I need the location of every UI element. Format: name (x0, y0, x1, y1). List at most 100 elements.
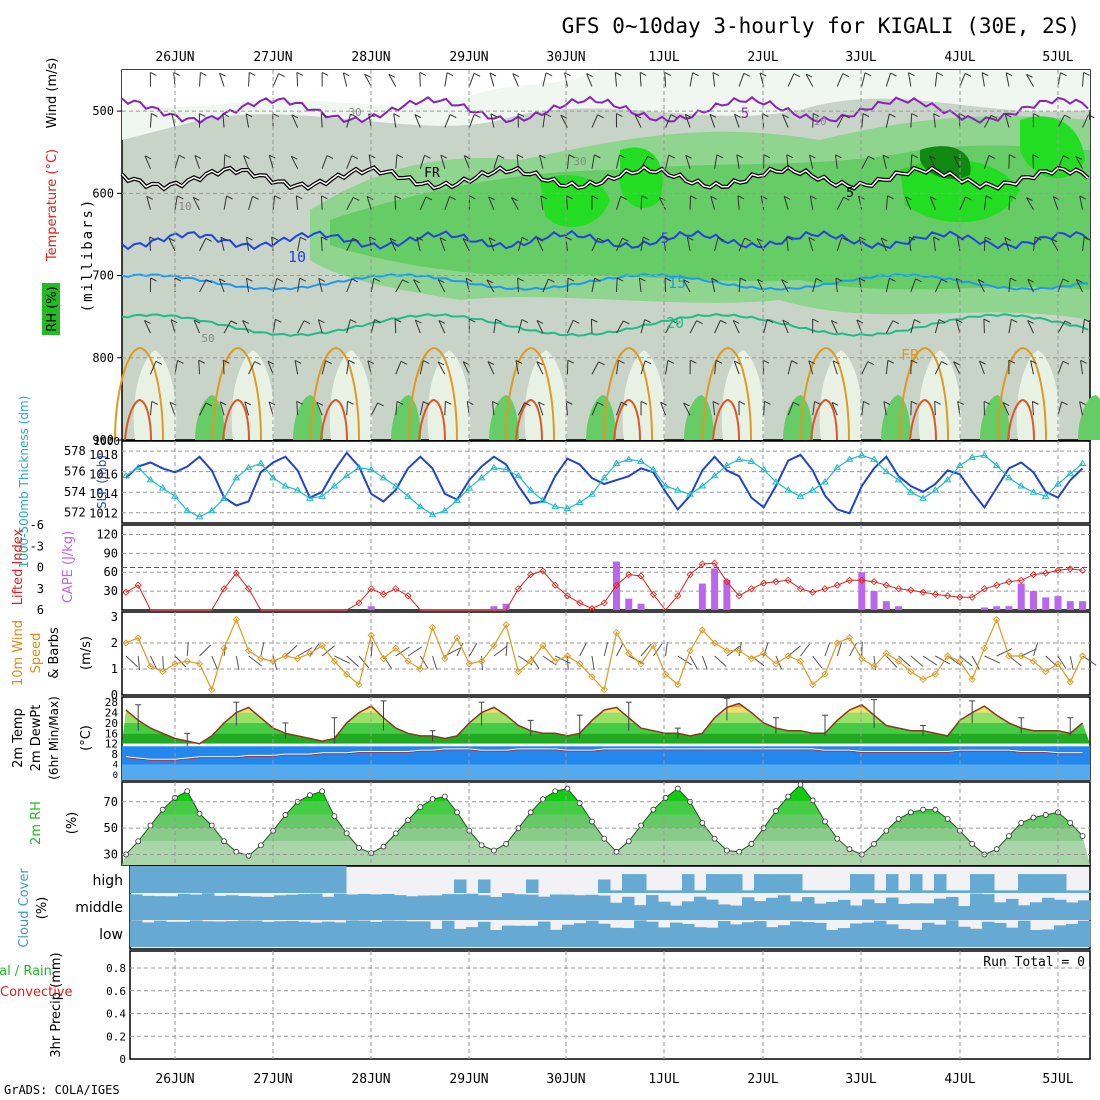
middle-cloud-bar (1042, 897, 1055, 920)
rh-marker (405, 817, 411, 824)
wind-barb (222, 113, 225, 128)
wind-barb (297, 320, 305, 334)
wind-barb (809, 154, 816, 159)
wind-barb (660, 402, 667, 416)
wind-barb (665, 320, 673, 334)
wind-barb (1061, 401, 1068, 406)
date-label-top: 26JUN (155, 50, 194, 65)
wind-barb (915, 278, 922, 283)
high-cloud-bar (1054, 874, 1067, 893)
middle-cloud-bar (1078, 900, 1091, 920)
rh-fill (133, 350, 177, 440)
contour-15 (121, 312, 1089, 337)
rh-marker (221, 838, 227, 845)
high-cloud-bar (214, 866, 227, 893)
wind10m-marker (588, 673, 596, 681)
wind-barb (178, 154, 186, 159)
wind-barb (640, 360, 646, 375)
contour-20 (800, 346, 850, 441)
wind-barb (146, 195, 153, 200)
wind-barb (1026, 197, 1034, 211)
rh-fill (195, 395, 225, 440)
wind-barb (861, 156, 869, 169)
wind-barb (488, 196, 495, 210)
wind-barb (299, 277, 307, 282)
wind-barb (144, 155, 151, 169)
wind-barb (150, 71, 157, 76)
low-cloud-bar (286, 920, 299, 947)
low-cloud-bar (1006, 927, 1019, 947)
wind-barb (957, 236, 964, 241)
wind-barb (683, 402, 690, 407)
wind10m-barb (297, 647, 313, 657)
wind10m-barb (1020, 648, 1037, 657)
wind-barb (395, 361, 402, 375)
low-cloud-bar (814, 922, 827, 947)
wind-barb (717, 236, 725, 241)
wind-barb (911, 359, 918, 364)
thickness-marker (894, 475, 903, 483)
wind-barb (205, 402, 213, 407)
wind10m-barb (493, 645, 508, 657)
rh-marker (417, 804, 424, 810)
li-marker (232, 569, 240, 577)
wind10m-marker (134, 634, 142, 642)
li-line (125, 562, 1083, 611)
thickness-marker (821, 477, 829, 485)
li-marker (833, 581, 841, 589)
wind10m-barb (701, 655, 708, 670)
li-tick: -3 (30, 539, 44, 553)
wind-barb (933, 113, 940, 118)
wind-barb (953, 361, 961, 375)
wind-barb (736, 154, 744, 159)
wind-barb (867, 361, 874, 366)
high-cloud-bar (250, 866, 263, 893)
wind-barb (416, 237, 421, 252)
wind10m-marker (539, 641, 547, 650)
rh-marker (159, 806, 166, 813)
wind-barb (638, 278, 642, 293)
wind-barb (572, 319, 580, 324)
low-cloud-bar (730, 924, 743, 947)
wind-barb (709, 114, 716, 128)
wind-barb (272, 113, 279, 118)
middle-cloud-bar (430, 895, 443, 920)
wind-barb (1075, 279, 1083, 293)
wind-barb (205, 279, 213, 284)
wind-barb (219, 73, 225, 87)
wind10m-marker (686, 647, 694, 655)
wind-barb (560, 114, 568, 119)
contour-25 (613, 398, 641, 441)
wind-barb (843, 114, 850, 119)
wind-barb (422, 401, 430, 406)
wind-barb (414, 114, 422, 119)
high-cloud-bar (766, 874, 779, 893)
middle-cloud-bar (718, 904, 731, 920)
wind-barb (370, 402, 379, 416)
wind-barb (591, 237, 599, 252)
wind-barb (364, 73, 371, 78)
wind-barb (955, 319, 963, 324)
wind-barb (300, 236, 307, 241)
thickness-marker (759, 465, 768, 473)
wind-barb (275, 318, 282, 323)
contour-25 (515, 398, 543, 441)
wind-barb (1075, 155, 1082, 160)
wind-barb (887, 195, 894, 200)
wind10m-marker (576, 660, 584, 668)
wind-barb (590, 319, 593, 334)
wind-barb (914, 319, 921, 324)
wind10m-marker (379, 654, 388, 663)
thickness-marker (1041, 492, 1050, 499)
middle-cloud-bar (634, 905, 647, 920)
wind-barb (689, 72, 694, 87)
wind10m-marker (919, 675, 927, 684)
high-cloud-bar (202, 866, 215, 893)
rh-marker (613, 848, 620, 855)
wind-barb (199, 113, 206, 118)
high-cloud-bar (166, 866, 179, 893)
wind-barb (1002, 402, 1010, 416)
li-marker (993, 581, 1001, 589)
wind-barb (643, 236, 650, 241)
middle-cloud-bar (154, 896, 167, 920)
